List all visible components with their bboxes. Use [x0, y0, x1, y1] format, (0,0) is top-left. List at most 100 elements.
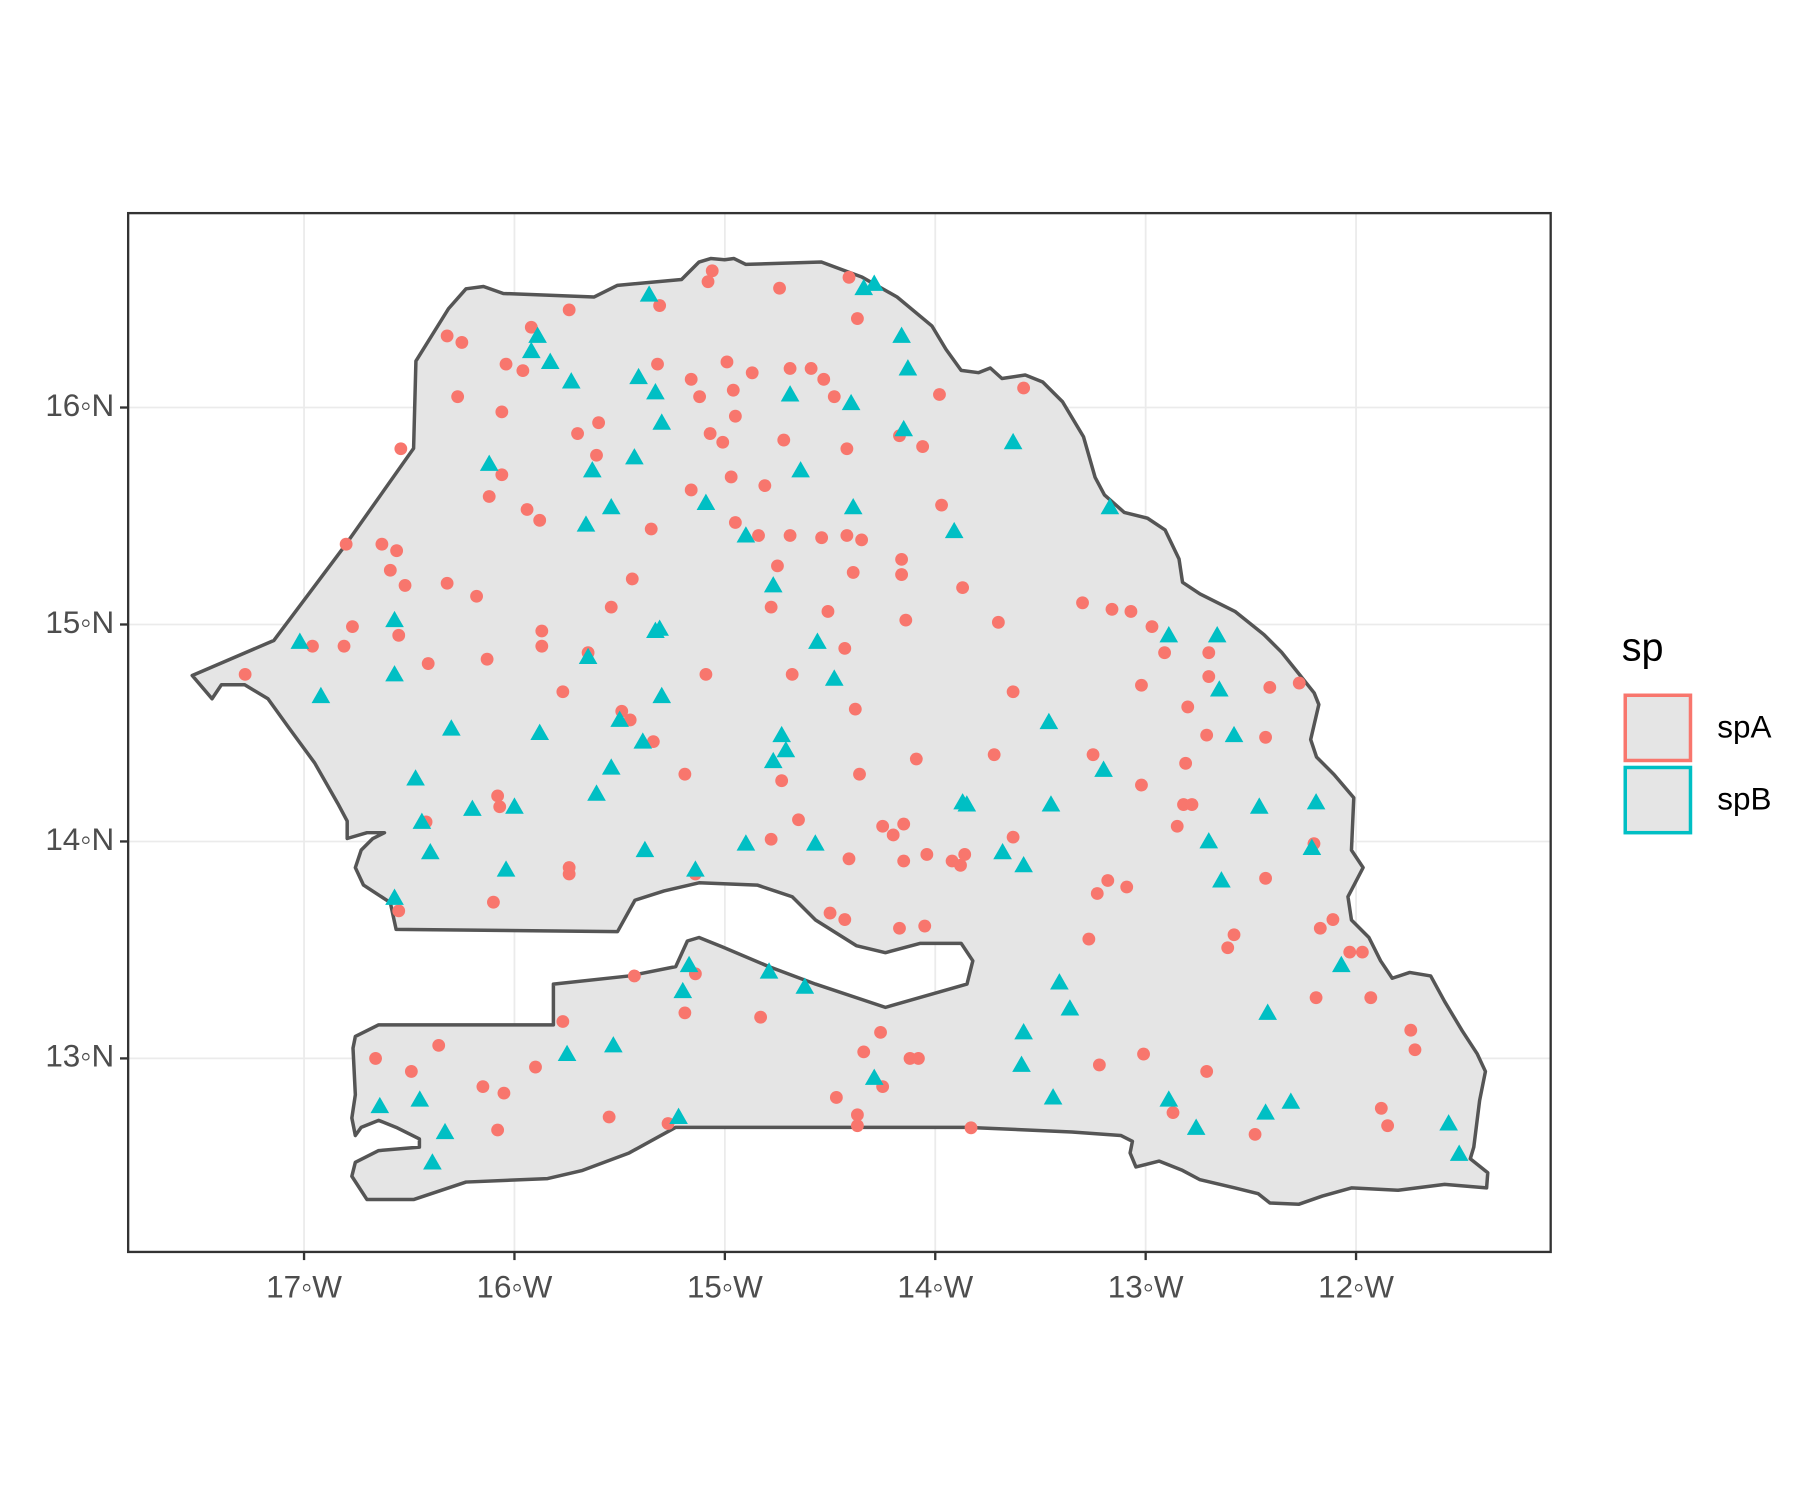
point [720, 355, 734, 369]
point [385, 665, 404, 682]
point [954, 858, 967, 872]
point [912, 1052, 925, 1065]
point [1179, 756, 1193, 770]
panel-border [126, 211, 1552, 1254]
point [442, 719, 461, 736]
point [1292, 676, 1306, 690]
point [850, 312, 864, 325]
point [958, 848, 972, 861]
point [1158, 646, 1172, 660]
x-tick-label: 14◦W [897, 1270, 973, 1305]
point [604, 1036, 623, 1053]
point [375, 537, 389, 551]
point [1014, 1023, 1033, 1040]
y-tick-label: 13◦N [45, 1039, 114, 1074]
point [843, 498, 863, 515]
point [1159, 626, 1179, 643]
point [629, 367, 648, 385]
point [644, 522, 658, 536]
point [1145, 620, 1159, 634]
point [470, 589, 483, 603]
point [763, 576, 783, 593]
legend-label: spA [1717, 709, 1771, 744]
point [571, 427, 584, 440]
point [827, 390, 841, 404]
point [898, 359, 918, 376]
point [791, 461, 810, 478]
point [602, 1110, 616, 1124]
point [1050, 973, 1069, 990]
point [758, 479, 772, 493]
point [463, 799, 482, 816]
point [920, 848, 934, 861]
point [516, 364, 530, 378]
point [495, 468, 509, 482]
point [806, 834, 825, 851]
point [817, 372, 831, 386]
point [1105, 602, 1119, 616]
point [1212, 871, 1231, 888]
point [1343, 945, 1357, 959]
point [1209, 680, 1229, 697]
point [897, 817, 911, 831]
point [736, 526, 756, 543]
point [824, 669, 844, 686]
point [529, 1060, 542, 1074]
point [556, 1015, 570, 1028]
point [369, 1052, 382, 1065]
point [724, 470, 738, 484]
point [540, 352, 560, 369]
point [1408, 1043, 1422, 1057]
point [652, 413, 672, 430]
legend-label: spB [1717, 782, 1771, 817]
point [1332, 955, 1351, 973]
point [804, 362, 818, 375]
point [764, 600, 778, 614]
point [842, 852, 856, 866]
point [406, 769, 425, 786]
point [578, 647, 598, 665]
point [1259, 871, 1272, 885]
point [290, 632, 310, 649]
point [838, 641, 852, 655]
point [557, 1044, 577, 1062]
point [776, 741, 796, 758]
point [421, 657, 435, 670]
point [480, 652, 494, 666]
point [1124, 605, 1138, 618]
point [785, 667, 799, 681]
point [679, 955, 699, 973]
point [1159, 1090, 1179, 1107]
point [1355, 945, 1369, 959]
point [562, 867, 576, 881]
point [653, 299, 667, 312]
point [562, 303, 576, 317]
point [646, 735, 660, 749]
point [886, 828, 900, 842]
point [678, 767, 692, 781]
point [1101, 874, 1115, 887]
y-tick-label: 15◦N [45, 605, 114, 640]
point [1439, 1114, 1458, 1131]
point [895, 568, 908, 581]
point [1017, 381, 1031, 395]
point [840, 442, 854, 456]
point [601, 498, 621, 515]
point [1381, 1119, 1395, 1133]
point [684, 483, 698, 497]
point [841, 393, 861, 411]
point [1185, 798, 1199, 811]
point [1404, 1023, 1418, 1037]
point [651, 357, 664, 371]
point [1166, 1106, 1180, 1120]
point [991, 615, 1005, 629]
point [795, 977, 815, 994]
point [956, 581, 970, 595]
point [1012, 1055, 1031, 1072]
point [846, 566, 860, 579]
point [1207, 626, 1227, 643]
legend-title: sp [1622, 625, 1664, 669]
point [1263, 680, 1277, 694]
point [451, 390, 465, 404]
point [1306, 793, 1326, 810]
